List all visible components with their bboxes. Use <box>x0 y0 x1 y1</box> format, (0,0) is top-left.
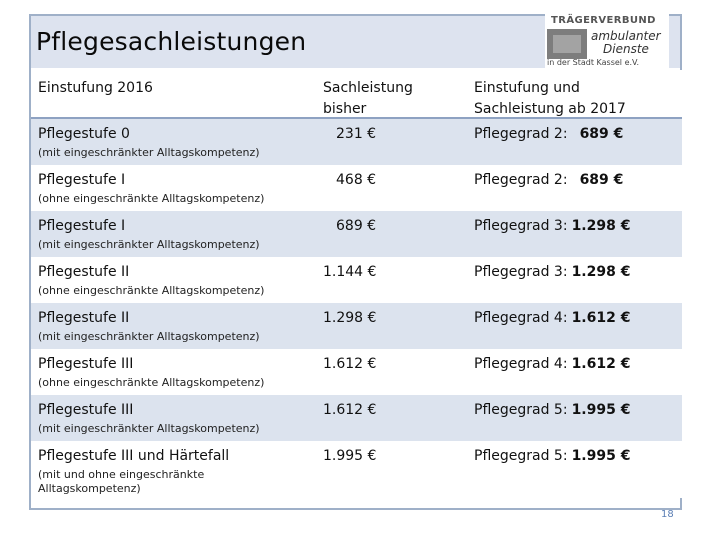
row-sachleistung-bisher: 231 € <box>336 126 377 142</box>
row-pflegestufe: Pflegestufe III <box>38 402 134 418</box>
row-pflegegrad-value: 1.298 € <box>571 264 631 280</box>
row-pflegegrad-label: Pflegegrad 3: <box>474 264 568 280</box>
table-row: Pflegestufe III (ohne eingeschränkte Allt… <box>31 349 682 395</box>
table-header-row: Einstufung 2016 Sachleistung bisher Eins… <box>31 70 682 118</box>
table-row: Pflegestufe III und Härtefall (mit und oh… <box>31 441 682 498</box>
row-alltagskompetenz-line2: Alltagskompetenz) <box>38 482 141 495</box>
row-pflegegrad-label: Pflegegrad 3: <box>474 218 568 234</box>
header-col2-line1: Sachleistung <box>323 80 413 96</box>
row-sachleistung-bisher: 1.144 € <box>323 264 377 280</box>
table-row: Pflegestufe III (mit eingeschränkter Allt… <box>31 395 682 441</box>
row-sachleistung-bisher: 1.612 € <box>323 402 377 418</box>
row-alltagskompetenz: (mit eingeschränkter Alltagskompetenz) <box>38 422 260 435</box>
table-row: Pflegestufe II (ohne eingeschränkte Allta… <box>31 257 682 303</box>
row-pflegegrad: Pflegegrad 4: 1.612 € <box>474 356 630 372</box>
row-alltagskompetenz: (ohne eingeschränkte Alltagskompetenz) <box>38 376 265 389</box>
row-sachleistung-bisher: 468 € <box>336 172 377 188</box>
logo-word-dienste: Dienste <box>603 42 649 56</box>
row-sachleistung-bisher: 1.612 € <box>323 356 377 372</box>
row-alltagskompetenz: (mit und ohne eingeschränkte <box>38 468 205 481</box>
slide-title: Pflegesachleistungen <box>36 27 307 56</box>
header-col3-line1: Einstufung und <box>474 80 580 96</box>
row-alltagskompetenz: (mit eingeschränkter Alltagskompetenz) <box>38 146 260 159</box>
logo-top-text: TRÄGERVERBUND <box>551 15 656 26</box>
row-pflegegrad: Pflegegrad 3: 1.298 € <box>474 218 630 234</box>
row-pflegegrad-value: 1.612 € <box>571 310 631 326</box>
row-pflegegrad-value: 1.612 € <box>571 356 631 372</box>
row-pflegegrad-value: 1.298 € <box>571 218 631 234</box>
row-pflegegrad-label: Pflegegrad 4: <box>474 310 568 326</box>
header-einstufung-2016: Einstufung 2016 <box>38 80 153 96</box>
row-alltagskompetenz: (mit eingeschränkter Alltagskompetenz) <box>38 330 260 343</box>
row-pflegestufe: Pflegestufe II <box>38 310 130 326</box>
table-row: Pflegestufe I (ohne eingeschränkte Alltag… <box>31 165 682 211</box>
row-pflegegrad-value: 1.995 € <box>571 402 631 418</box>
logo-word-ambulanter: ambulanter <box>591 29 661 43</box>
row-pflegegrad: Pflegegrad 2: 689 € <box>474 126 623 142</box>
row-pflegestufe: Pflegestufe III und Härtefall <box>38 448 230 464</box>
row-alltagskompetenz: (ohne eingeschränkte Alltagskompetenz) <box>38 192 265 205</box>
row-sachleistung-bisher: 1.995 € <box>323 448 377 464</box>
logo: TRÄGERVERBUND ambulanter Dienste in der … <box>545 14 669 70</box>
row-pflegegrad-label: Pflegegrad 2: <box>474 126 568 142</box>
logo-bottom-text: in der Stadt Kassel e.V. <box>547 58 640 67</box>
row-pflegegrad: Pflegegrad 5: 1.995 € <box>474 402 630 418</box>
row-alltagskompetenz: (mit eingeschränkter Alltagskompetenz) <box>38 238 260 251</box>
table-row: Pflegestufe 0 (mit eingeschränkter Alltag… <box>31 119 682 165</box>
header-col2-line2: bisher <box>323 101 367 117</box>
row-pflegestufe: Pflegestufe III <box>38 356 134 372</box>
row-pflegegrad: Pflegegrad 3: 1.298 € <box>474 264 630 280</box>
row-alltagskompetenz: (ohne eingeschränkte Alltagskompetenz) <box>38 284 265 297</box>
row-pflegegrad-label: Pflegegrad 5: <box>474 448 568 464</box>
page-number: 18 <box>661 509 674 520</box>
row-sachleistung-bisher: 1.298 € <box>323 310 377 326</box>
row-pflegegrad: Pflegegrad 4: 1.612 € <box>474 310 630 326</box>
table-row: Pflegestufe II (mit eingeschränkter Allta… <box>31 303 682 349</box>
header-einstufung-ab-2017: Einstufung und Sachleistung ab 2017 <box>474 78 626 120</box>
row-pflegestufe: Pflegestufe II <box>38 264 130 280</box>
row-pflegegrad-value: 1.995 € <box>571 448 631 464</box>
row-pflegestufe: Pflegestufe I <box>38 172 126 188</box>
row-pflegegrad: Pflegegrad 5: 1.995 € <box>474 448 630 464</box>
row-pflegegrad-label: Pflegegrad 4: <box>474 356 568 372</box>
row-pflegegrad-label: Pflegegrad 5: <box>474 402 568 418</box>
table-row: Pflegestufe I (mit eingeschränkter Alltag… <box>31 211 682 257</box>
row-pflegestufe: Pflegestufe 0 <box>38 126 130 142</box>
row-pflegegrad-value: 689 € <box>579 126 624 142</box>
row-pflegegrad: Pflegegrad 2: 689 € <box>474 172 623 188</box>
header-col3-line2: Sachleistung ab 2017 <box>474 101 626 117</box>
row-pflegegrad-label: Pflegegrad 2: <box>474 172 568 188</box>
header-sachleistung-bisher: Sachleistung bisher <box>323 78 413 120</box>
row-pflegestufe: Pflegestufe I <box>38 218 126 234</box>
row-pflegegrad-value: 689 € <box>579 172 624 188</box>
header-divider <box>31 117 682 119</box>
row-sachleistung-bisher: 689 € <box>336 218 377 234</box>
logo-icon <box>547 29 587 59</box>
